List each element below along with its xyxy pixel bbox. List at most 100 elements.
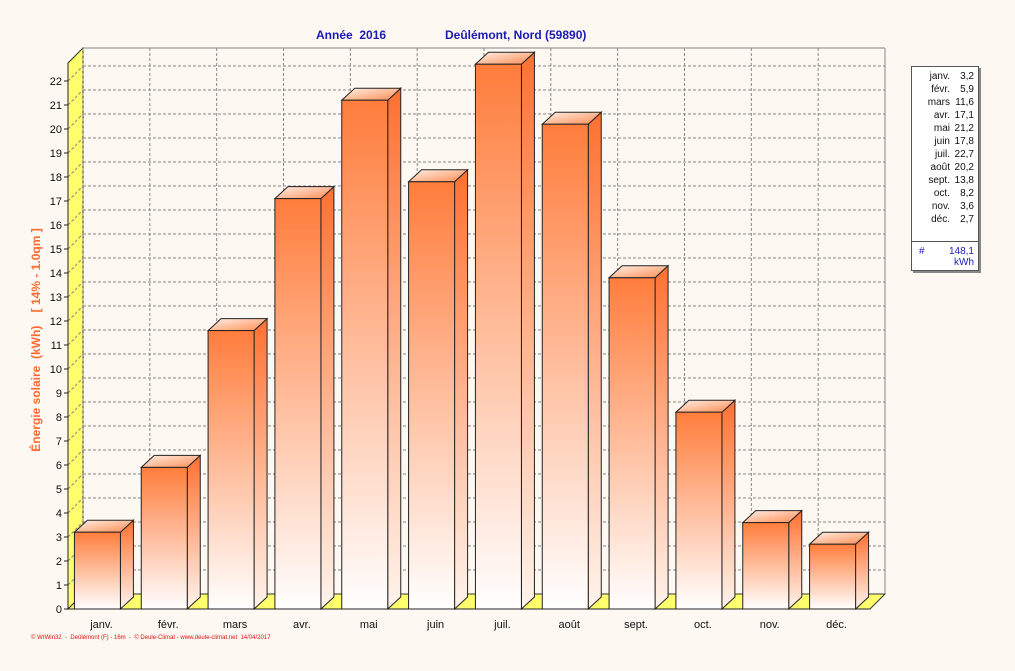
legend-month: avr. (933, 110, 950, 121)
legend-month: mai (933, 123, 950, 134)
grid-line-h-wall (67, 329, 84, 346)
legend-total-symbol: # (919, 246, 925, 257)
bar-juil. (474, 51, 536, 611)
grid-line-h-wall (67, 209, 84, 226)
grid-line-h-wall (67, 137, 84, 154)
bar-mai (340, 87, 403, 611)
x-tick-label: oct. (694, 619, 712, 631)
legend-value: 5,9 (960, 84, 974, 95)
grid-line-h-wall (67, 257, 84, 274)
grid-line-h-wall (67, 305, 84, 322)
legend-value: 8,2 (960, 188, 974, 199)
footer-credit: © WrWin32 - Deûlémont (F) - 16m - © Deul… (31, 635, 271, 641)
x-tick-label: avr. (293, 619, 311, 631)
chart-title-year: Année 2016 (316, 28, 387, 42)
y-tick-label: 8 (56, 412, 62, 424)
bar-nov. (741, 509, 804, 611)
y-tick-label: 17 (50, 196, 62, 208)
x-tick-label: févr. (158, 619, 179, 631)
legend-value: 2,7 (960, 214, 974, 225)
legend-row: sept. 13,8 (912, 175, 974, 188)
x-tick-label: juin (426, 619, 444, 631)
x-tick-label: mars (223, 619, 248, 631)
legend-box: janv. 3,2 févr. 5,9 mars 11,6 avr. 17,1 mai 21,2 j… (911, 66, 979, 271)
grid-line-h-wall (67, 473, 84, 490)
legend-month: mars (927, 97, 950, 108)
bar-side (119, 519, 134, 611)
bar-front (73, 531, 121, 610)
legend-value: 13,8 (954, 175, 974, 186)
y-tick-label: 3 (56, 532, 62, 544)
grid-line-h-wall (67, 449, 84, 466)
bar-side (654, 264, 669, 611)
bar-janv. (73, 519, 135, 611)
y-tick-label: 15 (50, 244, 62, 256)
legend-value: 3,6 (960, 201, 974, 212)
legend-row: mai 21,2 (912, 123, 974, 136)
legend-month: nov. (931, 201, 950, 212)
legend-month: juil. (934, 149, 950, 160)
bar-oct. (674, 399, 737, 611)
y-tick-label: 6 (56, 460, 62, 472)
legend-month: déc. (931, 214, 950, 225)
y-tick-label: 2 (56, 556, 62, 568)
y-tick-label: 4 (56, 508, 62, 520)
y-tick-label: 10 (50, 364, 62, 376)
bar-side (855, 531, 870, 611)
x-tick-label: mai (360, 619, 378, 631)
y-tick-label: 5 (56, 484, 62, 496)
bar-juin (407, 168, 469, 611)
bar-side (320, 185, 335, 611)
bar-front (274, 198, 322, 610)
legend-value: 17,8 (954, 136, 974, 147)
y-tick-label: 20 (50, 124, 62, 136)
y-tick-label: 13 (50, 292, 62, 304)
bar-front (608, 277, 656, 610)
legend-row: août 20,2 (912, 162, 974, 175)
bar-side (721, 399, 736, 611)
grid-line-h-wall (67, 353, 84, 370)
legend-row: juin 17,8 (912, 136, 974, 149)
grid-line-h-wall (67, 281, 84, 298)
bar-front (207, 330, 255, 610)
bar-side (186, 454, 201, 611)
legend-separator (912, 241, 978, 242)
bar-side (454, 168, 469, 611)
grid-line-h-wall (67, 161, 84, 178)
y-tick-label: 22 (50, 76, 62, 88)
bar-août (540, 111, 603, 611)
y-tick-label: 19 (50, 148, 62, 160)
y-tick-label: 7 (56, 436, 62, 448)
y-tick-label: 11 (51, 340, 62, 352)
bar-févr. (139, 454, 202, 611)
bar-front (474, 63, 522, 610)
legend-row: févr. 5,9 (912, 84, 974, 97)
legend-total-unit: kWh (954, 257, 974, 268)
bar-mars (206, 317, 269, 611)
bar-side (520, 51, 535, 611)
legend-row: avr. 17,1 (912, 110, 974, 123)
y-tick-label: 21 (50, 100, 62, 112)
legend-total-value: 148,1 (948, 246, 974, 257)
legend-value: 17,1 (954, 110, 974, 121)
legend-month: oct. (933, 188, 950, 199)
legend-row: déc. 2,7 (912, 214, 974, 227)
y-tick-label: 18 (50, 172, 62, 184)
legend-value: 20,2 (954, 162, 974, 173)
bar-front (541, 123, 589, 610)
legend-row: mars 11,6 (912, 97, 974, 110)
bar-side (253, 317, 268, 611)
legend-row: oct. 8,2 (912, 188, 974, 201)
x-tick-label: janv. (89, 619, 112, 631)
legend-row: juil. 22,7 (912, 149, 974, 162)
legend-month: sept. (928, 175, 950, 186)
grid-line-h-wall (67, 377, 84, 394)
x-tick-label: déc. (826, 619, 847, 631)
y-tick-label: 16 (50, 220, 62, 232)
bar-avr. (273, 185, 336, 611)
chart-title-location: Deûlémont, Nord (59890) (445, 28, 587, 42)
legend-row: nov. 3,6 (912, 201, 974, 214)
y-tick-label: 9 (56, 388, 62, 400)
legend-value: 21,2 (954, 123, 974, 134)
